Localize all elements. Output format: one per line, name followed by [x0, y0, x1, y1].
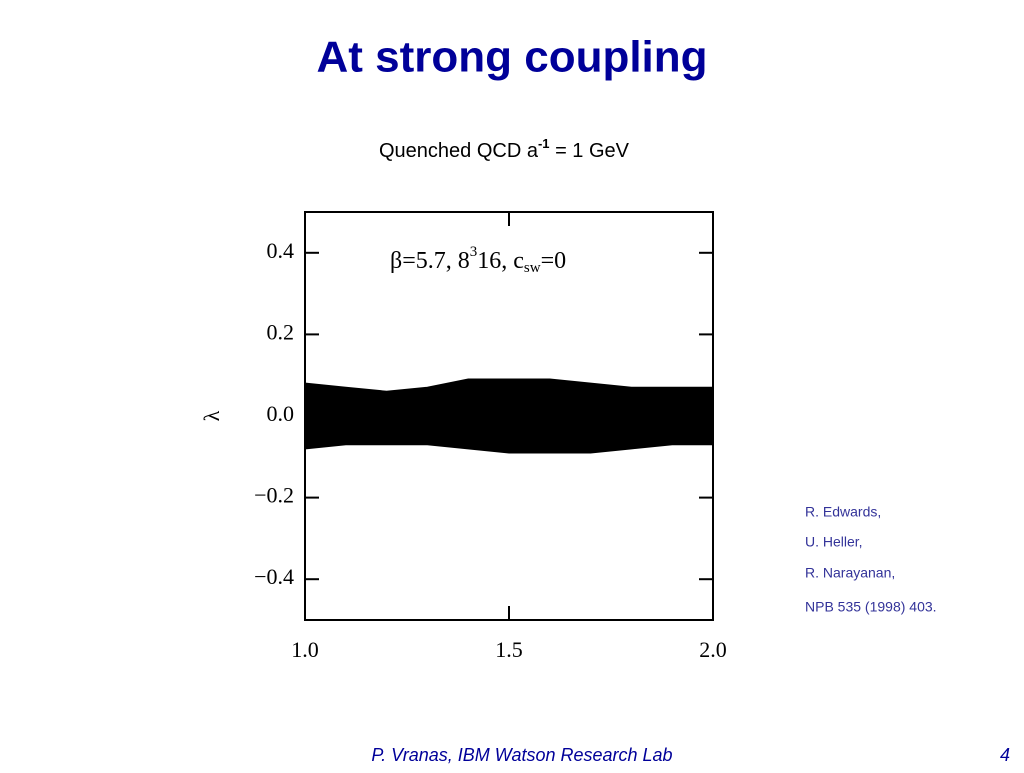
- y-tick-label: 0.0: [267, 401, 295, 426]
- band-area: [304, 378, 714, 417]
- citation-line: R. Edwards,: [805, 504, 881, 520]
- subtitle-sup: -1: [538, 136, 550, 151]
- x-tick-label: 1.5: [495, 637, 523, 662]
- annotation: β=5.7, 8316, csw=0: [390, 244, 566, 276]
- annotation-text: 16, c: [477, 248, 524, 274]
- x-tick-label: 1.0: [291, 637, 319, 662]
- annotation-sup: 3: [470, 244, 478, 260]
- annotation-text: β=5.7, 8: [390, 248, 470, 274]
- y-tick-label: −0.4: [254, 564, 294, 589]
- footer-author: P. Vranas, IBM Watson Research Lab: [371, 745, 672, 765]
- y-tick-label: 0.4: [267, 238, 295, 263]
- band-area: [304, 415, 714, 454]
- slide-title: At strong coupling: [316, 33, 707, 82]
- subtitle-text: = 1 GeV: [550, 140, 630, 162]
- y-axis-label: λ: [199, 410, 224, 421]
- subtitle-text: Quenched QCD a: [379, 140, 539, 162]
- y-tick-label: 0.2: [267, 319, 295, 344]
- subtitle: Quenched QCD a-1 = 1 GeV: [379, 136, 630, 162]
- page-number: 4: [1000, 745, 1010, 765]
- x-tick-label: 2.0: [699, 637, 727, 662]
- annotation-text: =0: [541, 248, 567, 274]
- citation-line: U. Heller,: [805, 534, 863, 550]
- citation: R. Edwards, U. Heller, R. Narayanan, NPB…: [805, 504, 937, 615]
- y-tick-label: −0.2: [254, 483, 294, 508]
- citation-line: R. Narayanan,: [805, 565, 895, 581]
- citation-line: NPB 535 (1998) 403.: [805, 599, 937, 615]
- annotation-sub: sw: [524, 260, 541, 276]
